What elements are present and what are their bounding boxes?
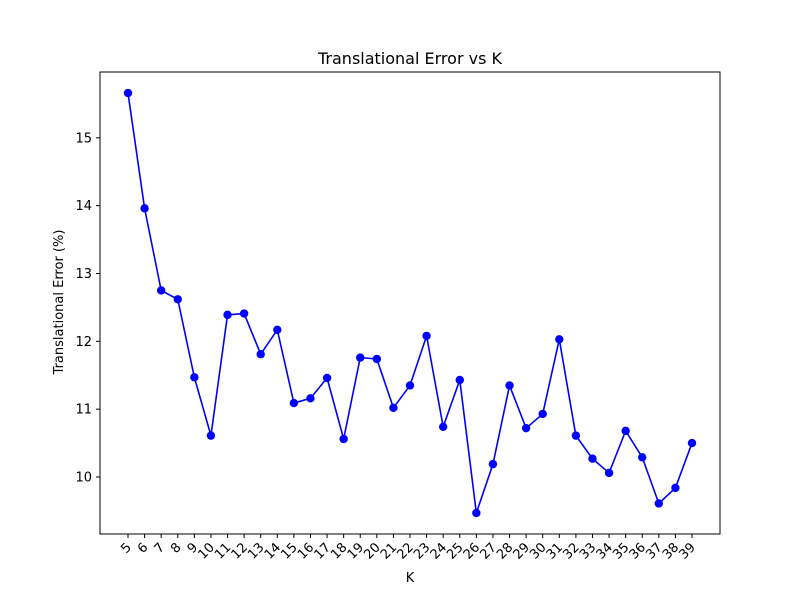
data-point [571,431,581,440]
data-point [289,398,299,408]
x-tick-label: 7 [152,540,168,556]
data-point [140,204,149,213]
y-tick-label: 15 [75,131,92,146]
data-point [588,454,597,463]
y-tick-label: 11 [75,403,92,418]
data-point [505,381,514,390]
y-tick-label: 12 [75,335,92,350]
x-tick-label: 8 [168,540,184,556]
data-point [488,459,498,469]
chart-title: Translational Error vs K [317,49,502,68]
data-point [173,295,182,304]
data-point [356,353,365,362]
data-point [654,499,664,508]
data-point [555,335,564,344]
data-point [455,375,464,385]
data-point [621,426,630,436]
x-tick-label: 39 [677,540,699,562]
y-tick-label: 10 [75,471,92,486]
data-point [223,310,232,320]
y-tick-label: 13 [75,267,92,282]
data-point [339,434,348,444]
data-point [438,422,448,432]
data-point [405,381,415,390]
data-point [273,325,282,334]
x-axis-label: K [406,571,415,586]
series-line [127,92,693,514]
data-point [156,286,166,295]
data-point [239,309,249,318]
x-tick-label: 5 [118,540,134,556]
data-point [687,438,697,448]
axes-frame [99,71,721,535]
y-tick-label: 14 [75,199,92,214]
data-point [604,468,614,478]
data-point [256,350,265,359]
y-axis-label: Translational Error (%) [52,230,67,376]
data-point [190,373,199,382]
data-point [538,409,547,419]
data-point [389,403,398,413]
data-point [306,394,315,403]
data-point [422,331,431,341]
x-tick-label: 6 [135,540,151,556]
data-point [472,508,481,518]
data-point [206,431,216,440]
data-point [638,453,647,462]
data-point [372,354,382,364]
data-point [521,423,531,433]
data-point [671,483,680,493]
data-point [322,373,332,383]
data-point [123,88,133,98]
